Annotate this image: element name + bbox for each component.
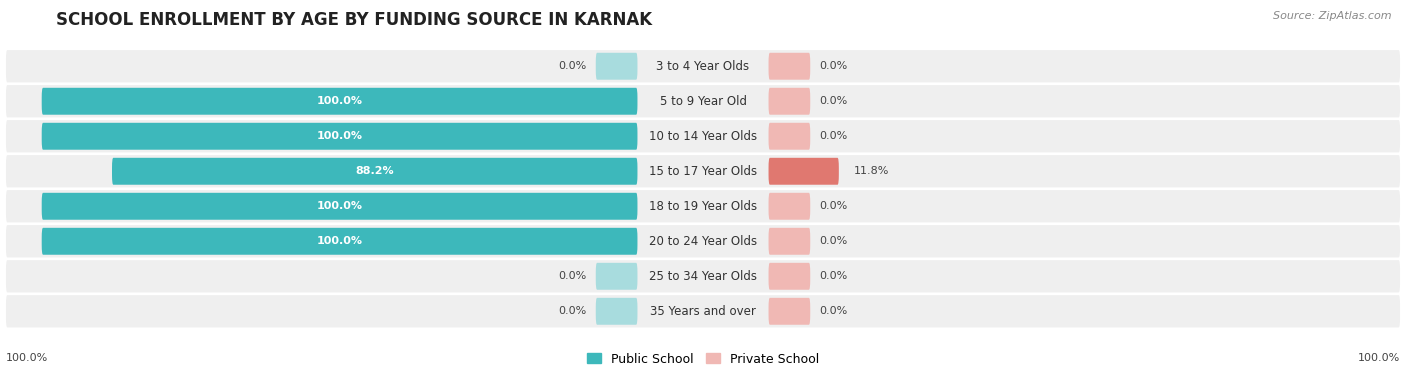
FancyBboxPatch shape — [6, 120, 1400, 152]
Text: 0.0%: 0.0% — [820, 306, 848, 316]
FancyBboxPatch shape — [596, 263, 637, 290]
Text: 100.0%: 100.0% — [316, 236, 363, 246]
Text: 0.0%: 0.0% — [558, 306, 586, 316]
Text: SCHOOL ENROLLMENT BY AGE BY FUNDING SOURCE IN KARNAK: SCHOOL ENROLLMENT BY AGE BY FUNDING SOUR… — [56, 11, 652, 29]
FancyBboxPatch shape — [769, 298, 810, 325]
FancyBboxPatch shape — [42, 88, 637, 115]
FancyBboxPatch shape — [769, 228, 810, 255]
FancyBboxPatch shape — [42, 123, 637, 150]
Text: Source: ZipAtlas.com: Source: ZipAtlas.com — [1274, 11, 1392, 21]
FancyBboxPatch shape — [42, 193, 637, 220]
Text: 0.0%: 0.0% — [820, 236, 848, 246]
Text: 15 to 17 Year Olds: 15 to 17 Year Olds — [650, 165, 756, 178]
Text: 35 Years and over: 35 Years and over — [650, 305, 756, 318]
Text: 0.0%: 0.0% — [820, 271, 848, 281]
Text: 88.2%: 88.2% — [356, 166, 394, 176]
FancyBboxPatch shape — [6, 260, 1400, 293]
Text: 0.0%: 0.0% — [558, 61, 586, 71]
Text: 100.0%: 100.0% — [1358, 353, 1400, 363]
Text: 5 to 9 Year Old: 5 to 9 Year Old — [659, 95, 747, 108]
FancyBboxPatch shape — [769, 88, 810, 115]
Text: 18 to 19 Year Olds: 18 to 19 Year Olds — [650, 200, 756, 213]
Text: 0.0%: 0.0% — [820, 61, 848, 71]
FancyBboxPatch shape — [769, 263, 810, 290]
Text: 0.0%: 0.0% — [558, 271, 586, 281]
Text: 20 to 24 Year Olds: 20 to 24 Year Olds — [650, 235, 756, 248]
FancyBboxPatch shape — [112, 158, 637, 185]
FancyBboxPatch shape — [596, 53, 637, 80]
Text: 100.0%: 100.0% — [316, 131, 363, 141]
Text: 100.0%: 100.0% — [316, 96, 363, 106]
Text: 25 to 34 Year Olds: 25 to 34 Year Olds — [650, 270, 756, 283]
FancyBboxPatch shape — [769, 123, 810, 150]
FancyBboxPatch shape — [6, 85, 1400, 117]
Legend: Public School, Private School: Public School, Private School — [582, 348, 824, 371]
FancyBboxPatch shape — [6, 155, 1400, 187]
Text: 0.0%: 0.0% — [820, 131, 848, 141]
FancyBboxPatch shape — [6, 190, 1400, 222]
FancyBboxPatch shape — [769, 53, 810, 80]
FancyBboxPatch shape — [6, 295, 1400, 328]
FancyBboxPatch shape — [42, 228, 637, 255]
Text: 0.0%: 0.0% — [820, 96, 848, 106]
Text: 3 to 4 Year Olds: 3 to 4 Year Olds — [657, 60, 749, 73]
FancyBboxPatch shape — [6, 225, 1400, 257]
Text: 100.0%: 100.0% — [6, 353, 48, 363]
Text: 0.0%: 0.0% — [820, 201, 848, 211]
Text: 100.0%: 100.0% — [316, 201, 363, 211]
Text: 11.8%: 11.8% — [853, 166, 889, 176]
FancyBboxPatch shape — [769, 193, 810, 220]
Text: 10 to 14 Year Olds: 10 to 14 Year Olds — [650, 130, 756, 143]
FancyBboxPatch shape — [596, 298, 637, 325]
FancyBboxPatch shape — [6, 50, 1400, 83]
FancyBboxPatch shape — [769, 158, 839, 185]
